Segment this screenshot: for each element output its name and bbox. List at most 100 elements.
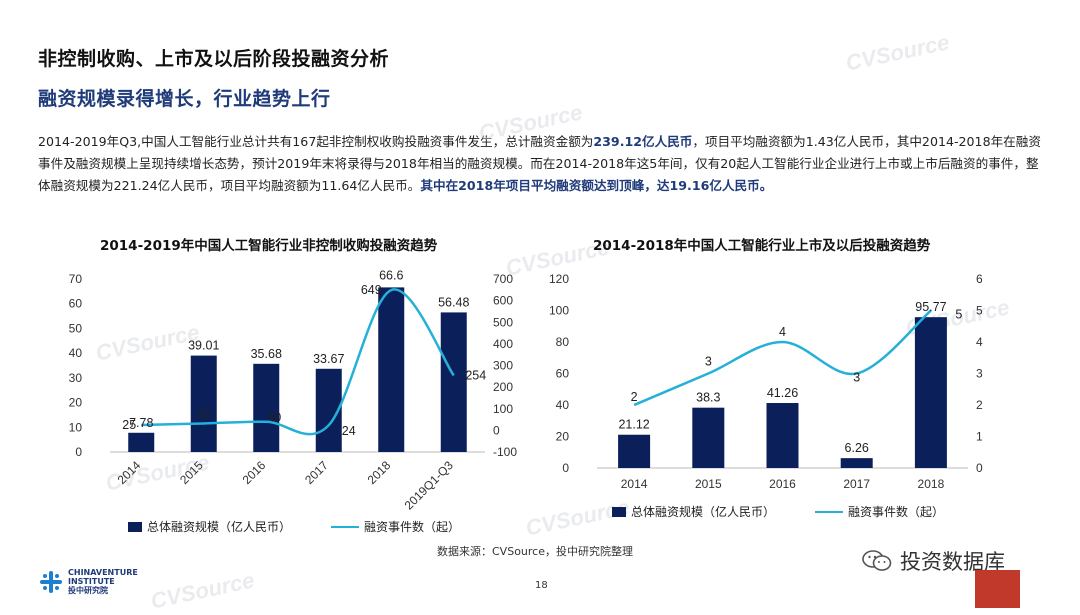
line-data-label: 254: [465, 368, 486, 382]
line-swatch-icon: [331, 526, 359, 528]
bar-data-label: 35.68: [251, 347, 282, 361]
bar-data-label: 6.26: [845, 441, 869, 455]
y-right-tick-label: 500: [493, 315, 513, 329]
chart-2-title: 2014-2018年中国人工智能行业上市及以后投融资趋势: [593, 234, 930, 254]
bar: [378, 287, 404, 452]
bar: [841, 458, 873, 468]
chinaventure-logo: CHINAVENTURE INSTITUTE 投中研究院: [40, 568, 138, 595]
y-left-tick-label: 60: [556, 367, 570, 381]
y-left-tick-label: 30: [69, 371, 83, 385]
x-tick-label: 2015: [695, 477, 722, 491]
y-right-tick-label: 3: [976, 367, 983, 381]
line-data-label: 5: [955, 308, 962, 322]
y-left-tick-label: 20: [556, 430, 570, 444]
y-left-tick-label: 40: [69, 346, 83, 360]
bar: [253, 364, 279, 452]
y-left-tick-label: 100: [549, 304, 569, 318]
chart-1-legend: 总体融资规模（亿人民币） 融资事件数（起）: [128, 518, 500, 535]
y-left-tick-label: 70: [69, 272, 83, 286]
y-right-tick-label: -100: [493, 445, 517, 459]
chinaventure-logo-icon: [40, 571, 62, 593]
bar-data-label: 41.26: [767, 386, 798, 400]
line-data-label: 649: [361, 283, 382, 297]
y-left-tick-label: 60: [69, 297, 83, 311]
y-left-tick-label: 80: [556, 335, 570, 349]
page-subtitle: 融资规模录得增长，行业趋势上行: [38, 84, 331, 111]
bar-swatch-icon: [612, 507, 626, 517]
line-data-label: 25: [122, 418, 136, 432]
series-line: [141, 289, 454, 434]
y-left-tick-label: 10: [69, 420, 83, 434]
bar: [618, 435, 650, 468]
summary-paragraph: 2014-2019年Q3,中国人工智能行业总计共有167起非控制权收购投融资事件…: [38, 131, 1048, 197]
summary-highlight-2: 其中在2018年项目平均融资额达到顶峰，达19.16亿人民币。: [420, 178, 772, 193]
page-title: 非控制收购、上市及以后阶段投融资分析: [38, 44, 389, 71]
bar-swatch-icon: [128, 522, 142, 532]
y-right-tick-label: 4: [976, 335, 983, 349]
logo-line-1: CHINAVENTURE: [68, 568, 138, 577]
legend-item-bar: 总体融资规模（亿人民币）: [612, 503, 775, 520]
legend-item-bar: 总体融资规模（亿人民币）: [128, 518, 291, 535]
x-tick-label: 2017: [843, 477, 870, 491]
y-right-tick-label: 5: [976, 304, 983, 318]
bar: [767, 403, 799, 468]
x-tick-label: 2014: [115, 458, 144, 487]
y-right-tick-label: 200: [493, 380, 513, 394]
data-source-note: 数据来源：CVSource，投中研究院整理: [437, 543, 633, 559]
line-data-label: 3: [705, 355, 712, 369]
bar: [191, 356, 217, 452]
legend-bar-label: 总体融资规模（亿人民币）: [631, 503, 775, 520]
y-right-tick-label: 100: [493, 402, 513, 416]
y-right-tick-label: 2: [976, 398, 983, 412]
line-data-label: 40: [267, 411, 281, 425]
y-left-tick-label: 120: [549, 272, 569, 286]
line-data-label: 2: [631, 390, 638, 404]
page-number: 18: [535, 580, 548, 591]
y-right-tick-label: 0: [493, 423, 500, 437]
bar: [692, 408, 724, 468]
logo-line-3: 投中研究院: [68, 586, 138, 595]
legend-line-label: 融资事件数（起）: [364, 518, 460, 535]
x-tick-label: 2018: [918, 477, 945, 491]
summary-highlight-1: 239.12亿人民币: [593, 134, 692, 149]
y-right-tick-label: 700: [493, 272, 513, 286]
line-data-label: 4: [779, 325, 786, 339]
y-right-tick-label: 0: [976, 461, 983, 475]
y-left-tick-label: 0: [75, 445, 82, 459]
x-tick-label: 2019Q1-Q3: [402, 458, 456, 512]
line-data-label: 3: [853, 371, 860, 385]
bar-data-label: 38.3: [696, 391, 720, 405]
watermark: CVSource: [843, 29, 951, 76]
x-tick-label: 2017: [302, 458, 331, 487]
chart-1-title: 2014-2019年中国人工智能行业非控制收购投融资趋势: [100, 234, 437, 254]
bar-data-label: 66.6: [379, 268, 403, 282]
bar-data-label: 33.67: [313, 352, 344, 366]
y-left-tick-label: 0: [562, 461, 569, 475]
line-swatch-icon: [815, 511, 843, 513]
x-tick-label: 2015: [177, 458, 206, 487]
bar-data-label: 56.48: [438, 295, 469, 309]
y-right-tick-label: 1: [976, 430, 983, 444]
y-left-tick-label: 50: [69, 321, 83, 335]
legend-item-line: 融资事件数（起）: [331, 518, 460, 535]
y-right-tick-label: 600: [493, 294, 513, 308]
legend-bar-label: 总体融资规模（亿人民币）: [147, 518, 291, 535]
y-left-tick-label: 40: [556, 398, 570, 412]
bar: [915, 317, 947, 468]
bar-data-label: 95.77: [915, 300, 946, 314]
y-right-tick-label: 6: [976, 272, 983, 286]
brand-corner-block: [975, 570, 1020, 608]
x-tick-label: 2016: [769, 477, 796, 491]
legend-item-line: 融资事件数（起）: [815, 503, 944, 520]
bar: [128, 433, 154, 452]
chart-2-legend: 总体融资规模（亿人民币） 融资事件数（起）: [612, 503, 984, 520]
x-tick-label: 2016: [240, 458, 269, 487]
y-right-tick-label: 300: [493, 359, 513, 373]
chart-1: 0 10 20 30 40 50 60 70 -100 0 100 200 300 400 500 600 70…: [0, 255, 540, 535]
y-left-tick-label: 20: [69, 396, 83, 410]
y-right-tick-label: 400: [493, 337, 513, 351]
line-data-label: 32: [197, 406, 211, 420]
logo-line-2: INSTITUTE: [68, 577, 138, 586]
x-tick-label: 2014: [621, 477, 648, 491]
